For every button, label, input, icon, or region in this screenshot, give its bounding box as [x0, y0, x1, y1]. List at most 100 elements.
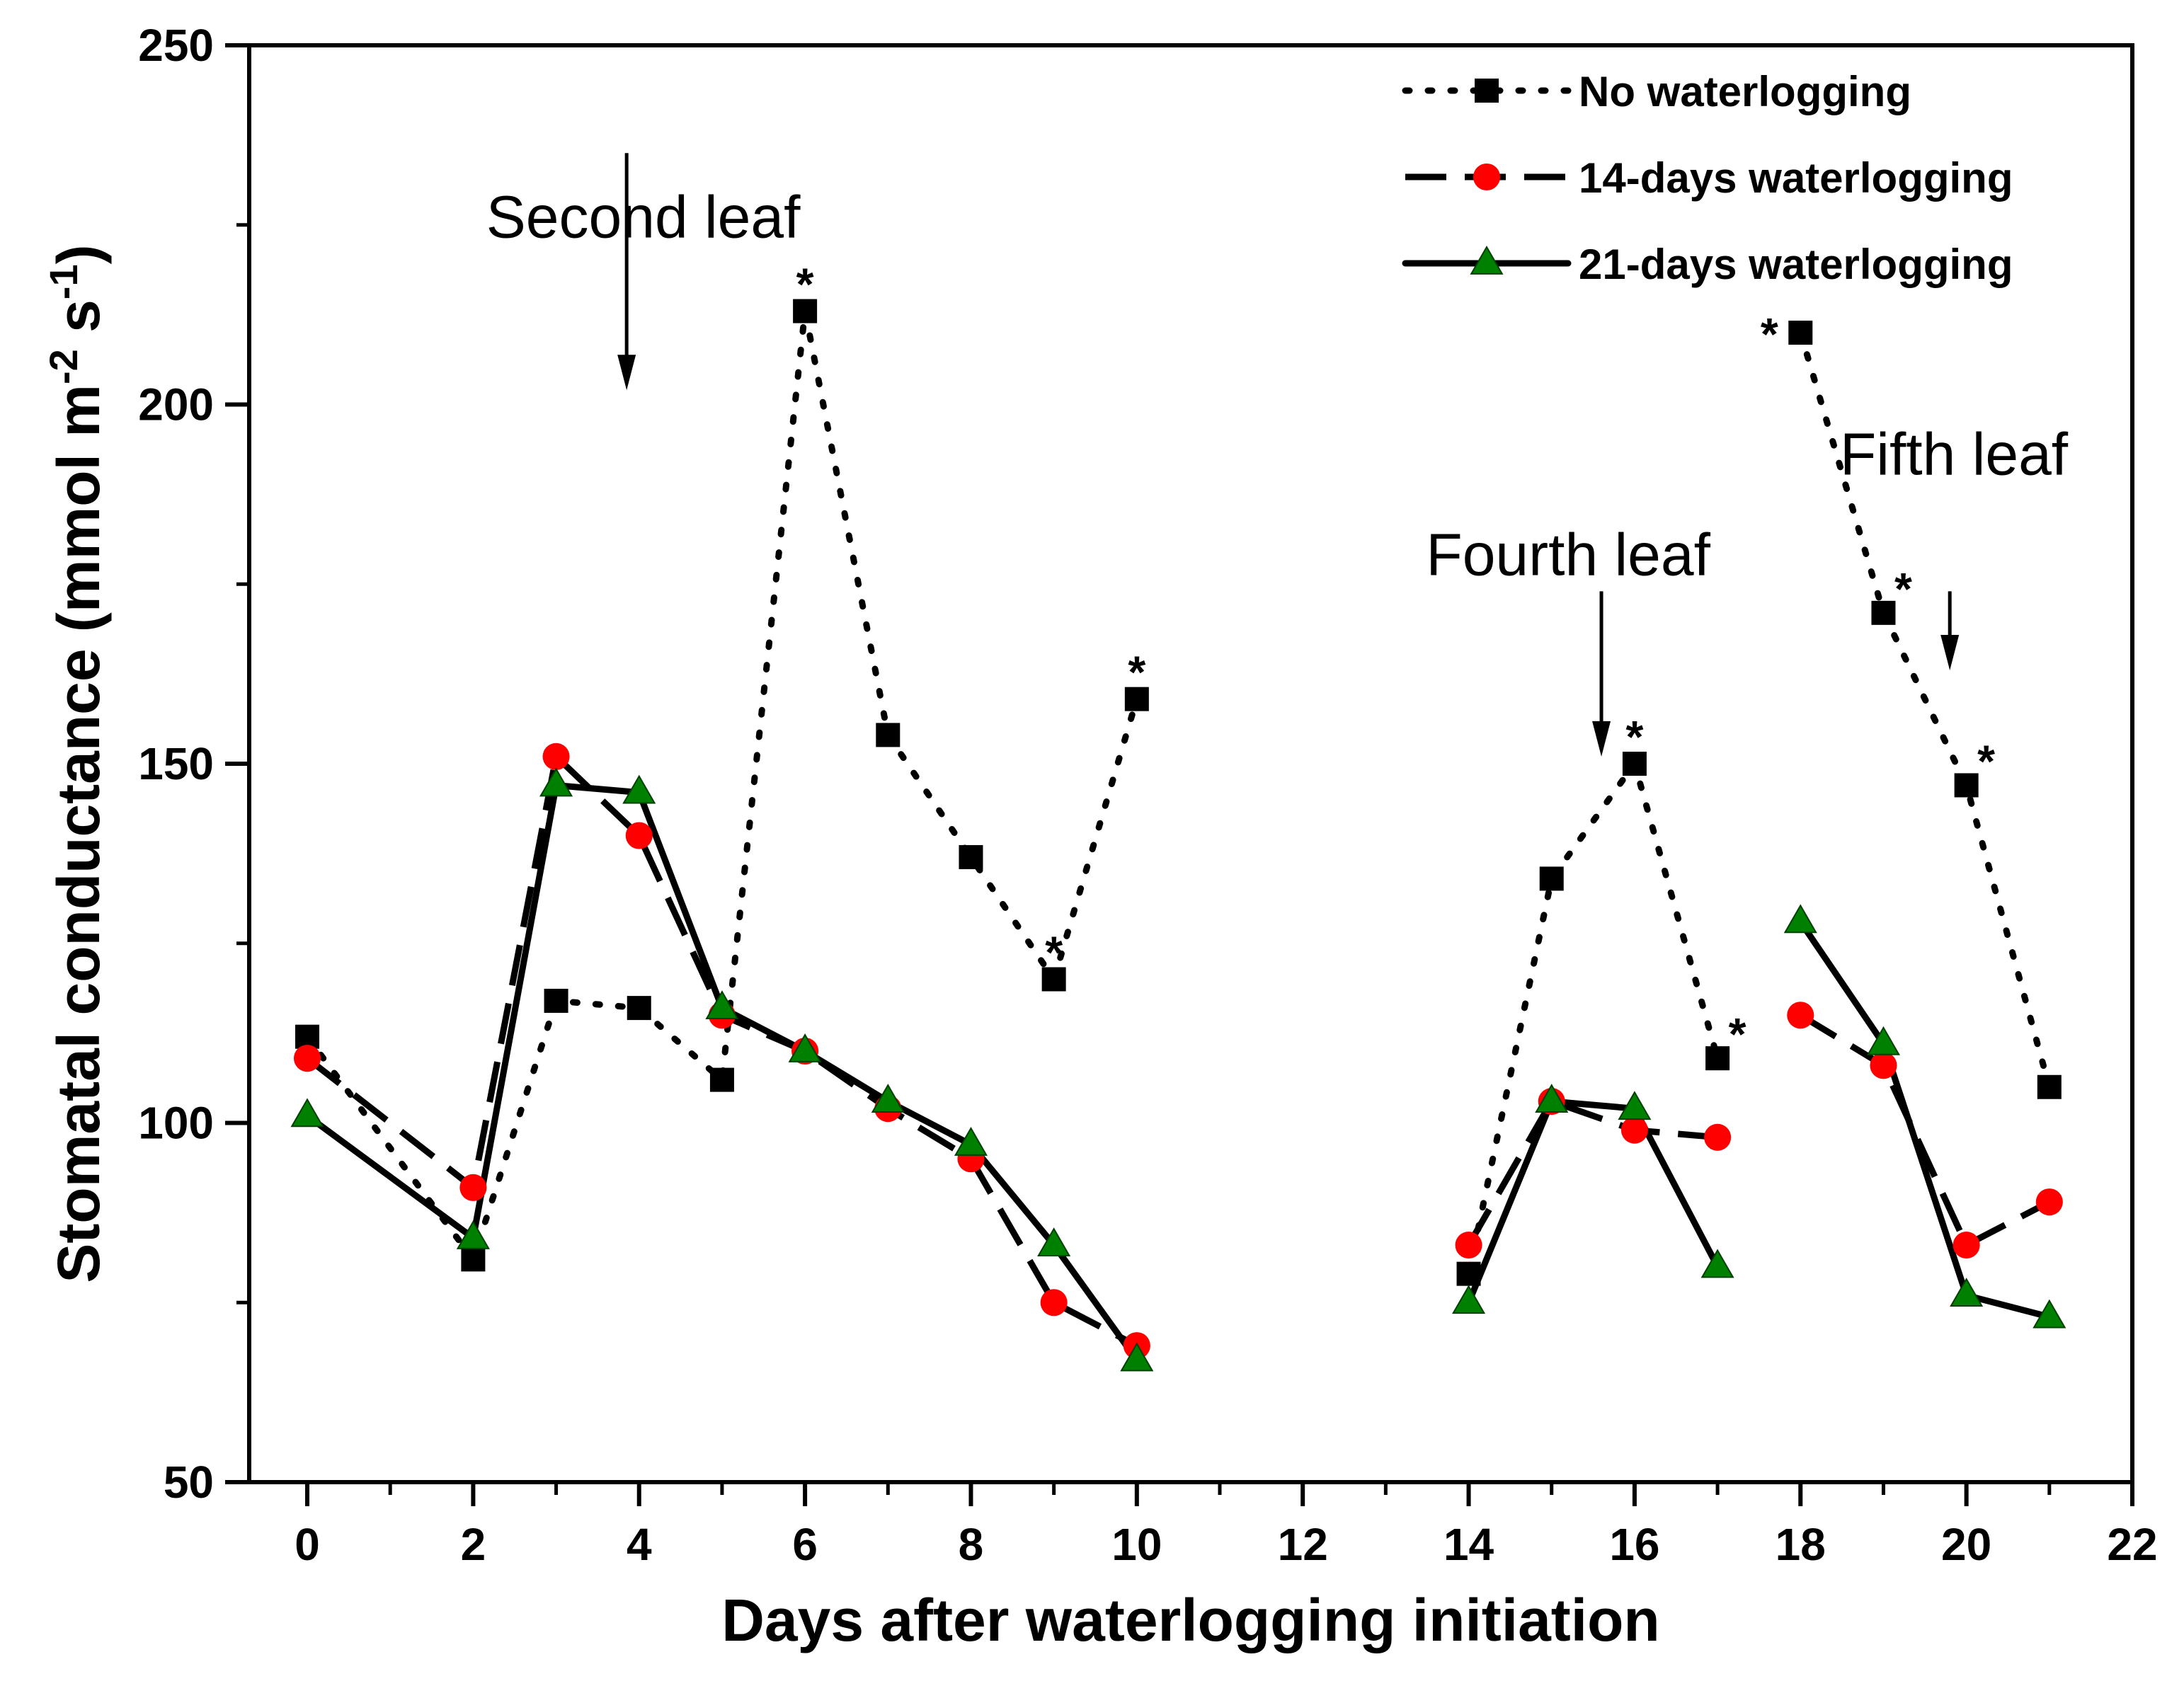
x-tick-label: 6 — [792, 1519, 818, 1570]
data-point-21-days-waterlogging — [1950, 1278, 1984, 1307]
annotation-arrow-head — [1940, 635, 1960, 671]
data-point-no-waterlogging — [793, 299, 818, 323]
y-tick-label: 100 — [138, 1098, 214, 1149]
data-point-14-days-waterlogging — [542, 742, 570, 770]
data-point-no-waterlogging — [461, 1247, 486, 1272]
data-point-21-days-waterlogging — [456, 1220, 490, 1249]
x-tick-label: 10 — [1111, 1519, 1162, 1570]
series-lines-layer — [304, 308, 2053, 1363]
annotation-arrow-head — [1592, 721, 1611, 757]
annotation-second-leaf: Second leaf — [486, 184, 801, 251]
data-point-14-days-waterlogging — [1455, 1232, 1482, 1259]
y-title-exp2: -1 — [41, 264, 86, 299]
data-point-no-waterlogging — [1954, 773, 1979, 798]
x-tick-label: 4 — [627, 1519, 652, 1570]
x-tick-label: 20 — [1941, 1519, 1991, 1570]
data-point-no-waterlogging — [959, 844, 983, 869]
data-point-21-days-waterlogging — [622, 774, 656, 804]
series-line-14-days-waterlogging — [305, 753, 1138, 1349]
data-point-14-days-waterlogging — [1040, 1289, 1068, 1317]
data-point-no-waterlogging — [1788, 321, 1813, 345]
annotation-fifth-leaf: Fifth leaf — [1840, 421, 2069, 488]
data-point-no-waterlogging — [295, 1024, 320, 1049]
data-point-14-days-waterlogging — [2035, 1188, 2063, 1216]
data-point-21-days-waterlogging — [954, 1126, 988, 1156]
data-point-21-days-waterlogging — [1866, 1026, 1900, 1055]
series-line-no-waterlogging — [304, 308, 1140, 1263]
significance-star: * — [1625, 711, 1643, 762]
data-point-21-days-waterlogging — [1535, 1084, 1569, 1113]
data-point-14-days-waterlogging — [459, 1174, 487, 1201]
data-point-14-days-waterlogging — [1870, 1052, 1897, 1079]
x-tick-label: 2 — [461, 1519, 486, 1570]
x-tick-label: 0 — [295, 1519, 320, 1570]
data-point-no-waterlogging — [627, 996, 651, 1021]
x-tick-label: 12 — [1278, 1519, 1328, 1570]
y-tick-label: 200 — [138, 379, 214, 430]
x-axis: 0 2 4 6 8 10 12 14 16 18 20 22 — [295, 1482, 2158, 1570]
data-point-14-days-waterlogging — [1953, 1232, 1980, 1259]
legend-marker-14-days-waterlogging — [1473, 163, 1501, 191]
x-tick-label: 14 — [1443, 1519, 1494, 1570]
y-title-end: ) — [45, 244, 112, 264]
data-point-no-waterlogging — [544, 988, 568, 1013]
data-point-21-days-waterlogging — [1783, 904, 1817, 934]
significance-star: * — [1761, 309, 1778, 360]
data-point-14-days-waterlogging — [1787, 1002, 1814, 1029]
series-line-14-days-waterlogging — [1798, 1012, 2051, 1249]
significance-marks-layer: * * * * * * * * — [796, 259, 1996, 1060]
series-line-no-waterlogging — [1797, 329, 2053, 1091]
y-axis-title: Stomatal conductance (mmol m-2 s-1) — [41, 244, 113, 1283]
series-line-14-days-waterlogging — [1465, 1098, 1718, 1247]
legend-label-no-waterlogging: No waterlogging — [1579, 68, 1911, 115]
data-point-21-days-waterlogging — [788, 1033, 822, 1062]
y-tick-label: 250 — [138, 20, 214, 71]
x-tick-label: 22 — [2107, 1519, 2157, 1570]
data-point-21-days-waterlogging — [1618, 1091, 1652, 1120]
y-tick-label: 150 — [138, 738, 214, 789]
data-point-no-waterlogging — [1539, 866, 1564, 891]
series-line-21-days-waterlogging — [304, 782, 1140, 1363]
legend-marker-21-days-waterlogging — [1470, 246, 1504, 275]
data-point-no-waterlogging — [709, 1067, 734, 1092]
significance-star: * — [1128, 647, 1145, 698]
data-point-14-days-waterlogging — [1620, 1116, 1648, 1144]
series-line-21-days-waterlogging — [1465, 1098, 1721, 1306]
significance-star: * — [1045, 927, 1063, 978]
significance-star: * — [1977, 735, 1995, 786]
series-line-21-days-waterlogging — [1797, 918, 2053, 1320]
data-point-21-days-waterlogging — [871, 1084, 905, 1113]
y-axis: 50 100 150 200 250 — [138, 20, 249, 1508]
data-point-no-waterlogging — [2037, 1074, 2062, 1099]
annotations-layer: Second leaf Fourth leaf Fifth leaf — [486, 153, 2069, 757]
x-tick-label: 18 — [1776, 1519, 1826, 1570]
legend: No waterlogging 14-days waterlogging 21-da… — [1402, 68, 2013, 288]
data-point-no-waterlogging — [1871, 600, 1896, 625]
legend-label-14-days-waterlogging: 14-days waterlogging — [1579, 154, 2013, 202]
data-point-no-waterlogging — [1041, 967, 1066, 992]
y-title-exp1: -2 — [41, 349, 86, 384]
data-point-21-days-waterlogging — [1037, 1227, 1071, 1256]
data-point-14-days-waterlogging — [1704, 1123, 1732, 1151]
data-point-no-waterlogging — [1456, 1261, 1481, 1286]
x-tick-label: 8 — [959, 1519, 984, 1570]
annotation-fourth-leaf: Fourth leaf — [1426, 522, 1710, 588]
significance-star: * — [796, 259, 814, 310]
annotation-arrow-head — [617, 355, 636, 391]
legend-marker-no-waterlogging — [1475, 79, 1499, 103]
data-point-no-waterlogging — [876, 723, 901, 747]
data-point-14-days-waterlogging — [293, 1045, 321, 1072]
x-tick-label: 16 — [1609, 1519, 1659, 1570]
significance-star: * — [1729, 1009, 1746, 1060]
data-point-21-days-waterlogging — [2033, 1299, 2066, 1329]
data-point-no-waterlogging — [1622, 752, 1647, 776]
y-tick-label: 50 — [164, 1457, 214, 1508]
data-point-21-days-waterlogging — [290, 1098, 324, 1128]
data-point-21-days-waterlogging — [1120, 1342, 1154, 1372]
data-point-21-days-waterlogging — [1452, 1285, 1486, 1314]
data-point-21-days-waterlogging — [705, 990, 739, 1020]
legend-label-21-days-waterlogging: 21-days waterlogging — [1579, 241, 2013, 288]
y-title-mid: s — [45, 299, 112, 349]
y-title-main: Stomatal conductance (mmol m — [45, 384, 112, 1283]
